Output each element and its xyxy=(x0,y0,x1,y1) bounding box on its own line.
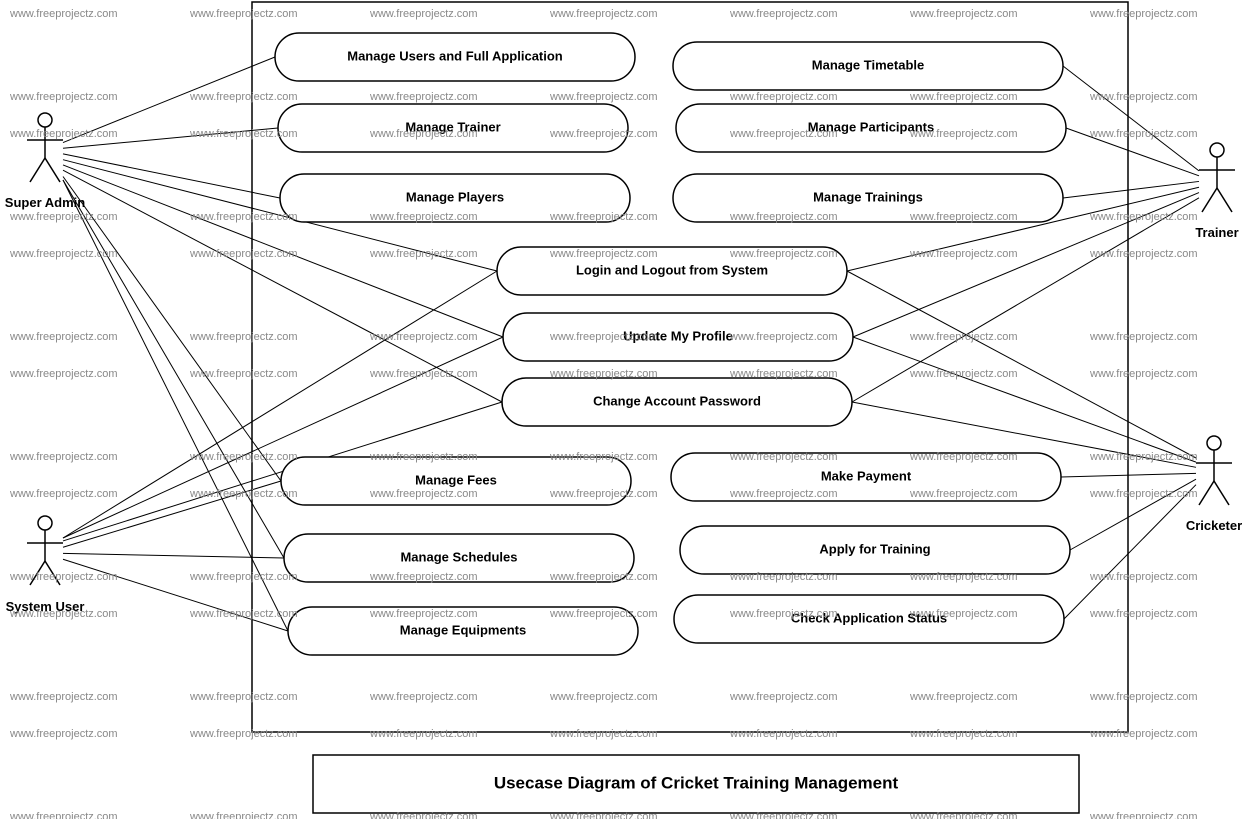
usecase-label-uc_fees: Manage Fees xyxy=(415,472,497,487)
assoc-line xyxy=(1066,128,1199,176)
usecase-label-uc_users: Manage Users and Full Application xyxy=(347,48,563,63)
assoc-line xyxy=(63,337,503,538)
assoc-line xyxy=(1063,181,1199,198)
usecase-label-uc_profile: Update My Profile xyxy=(623,328,733,343)
actor-label-cricketer: Cricketer xyxy=(1186,518,1242,533)
usecase-label-uc_schedules: Manage Schedules xyxy=(400,549,517,564)
usecase-label-uc_login: Login and Logout from System xyxy=(576,262,768,277)
actor-label-super_admin: Super Admin xyxy=(5,195,85,210)
assoc-line xyxy=(1064,485,1196,619)
assoc-line xyxy=(63,559,288,631)
assoc-line xyxy=(1070,479,1196,550)
usecase-label-uc_trainer: Manage Trainer xyxy=(405,119,500,134)
usecase-label-uc_trainings: Manage Trainings xyxy=(813,189,923,204)
assoc-line xyxy=(63,128,278,148)
assoc-line xyxy=(63,154,280,198)
actor-super_admin: Super Admin xyxy=(5,113,85,210)
usecase-label-uc_participants: Manage Participants xyxy=(808,119,934,134)
usecase-label-uc_players: Manage Players xyxy=(406,189,504,204)
actor-trainer: Trainer xyxy=(1195,143,1238,240)
actor-label-trainer: Trainer xyxy=(1195,225,1238,240)
diagram-title: Usecase Diagram of Cricket Training Mana… xyxy=(494,773,899,792)
assoc-line xyxy=(63,57,275,143)
usecase-label-uc_timetable: Manage Timetable xyxy=(812,57,924,72)
usecase-label-uc_equip: Manage Equipments xyxy=(400,622,526,637)
usecase-label-uc_password: Change Account Password xyxy=(593,393,761,408)
assoc-line xyxy=(63,180,288,631)
actor-cricketer: Cricketer xyxy=(1186,436,1242,533)
usecase-label-uc_status: Check Application Status xyxy=(791,610,947,625)
usecase-diagram: Manage Users and Full Application Manage … xyxy=(0,0,1249,819)
assoc-line xyxy=(853,337,1196,462)
assoc-line xyxy=(847,271,1196,458)
usecase-label-uc_apply: Apply for Training xyxy=(819,541,930,556)
actor-system_user: System User xyxy=(6,516,85,614)
assoc-line xyxy=(1063,66,1199,171)
assoc-line xyxy=(63,180,284,558)
assoc-line xyxy=(63,481,281,547)
usecase-label-uc_payment: Make Payment xyxy=(821,468,912,483)
actor-label-system_user: System User xyxy=(6,599,85,614)
assoc-line xyxy=(63,176,281,481)
